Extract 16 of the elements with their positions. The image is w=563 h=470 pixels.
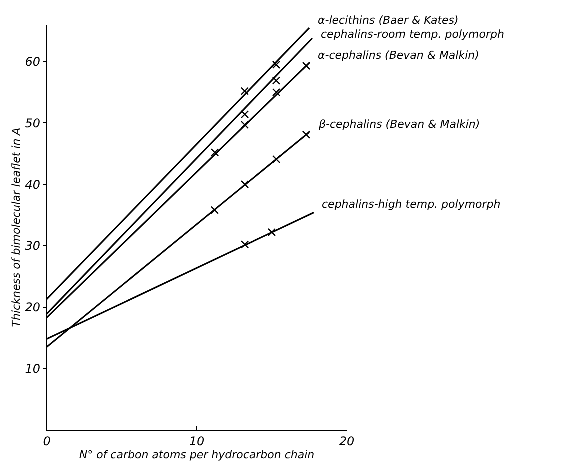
x-axis-title: N° of carbon atoms per hydrocarbon chain: [79, 448, 315, 462]
x-tick-label: 0: [43, 434, 52, 448]
series-label: α-lecithins (Baer & Kates): [318, 14, 459, 27]
y-tick-label: 50: [25, 116, 41, 130]
series-label: α-cephalins (Bevan & Malkin): [318, 49, 480, 62]
series-label: β-cephalins (Bevan & Malkin): [318, 118, 480, 131]
y-tick-label: 20: [25, 300, 41, 314]
y-tick-label: 30: [25, 239, 41, 254]
series-label: cephalins-room temp. polymorph: [321, 28, 504, 41]
y-axis-title: Thickness of bimolecular leaflet in A: [10, 128, 23, 328]
y-tick-label: 40: [25, 178, 41, 192]
series-label: cephalins-high temp. polymorph: [322, 198, 501, 211]
y-tick-label: 60: [25, 55, 41, 70]
x-tick-label: 20: [339, 434, 355, 448]
y-tick-label: 10: [25, 362, 41, 376]
x-tick-label: 10: [189, 434, 205, 448]
